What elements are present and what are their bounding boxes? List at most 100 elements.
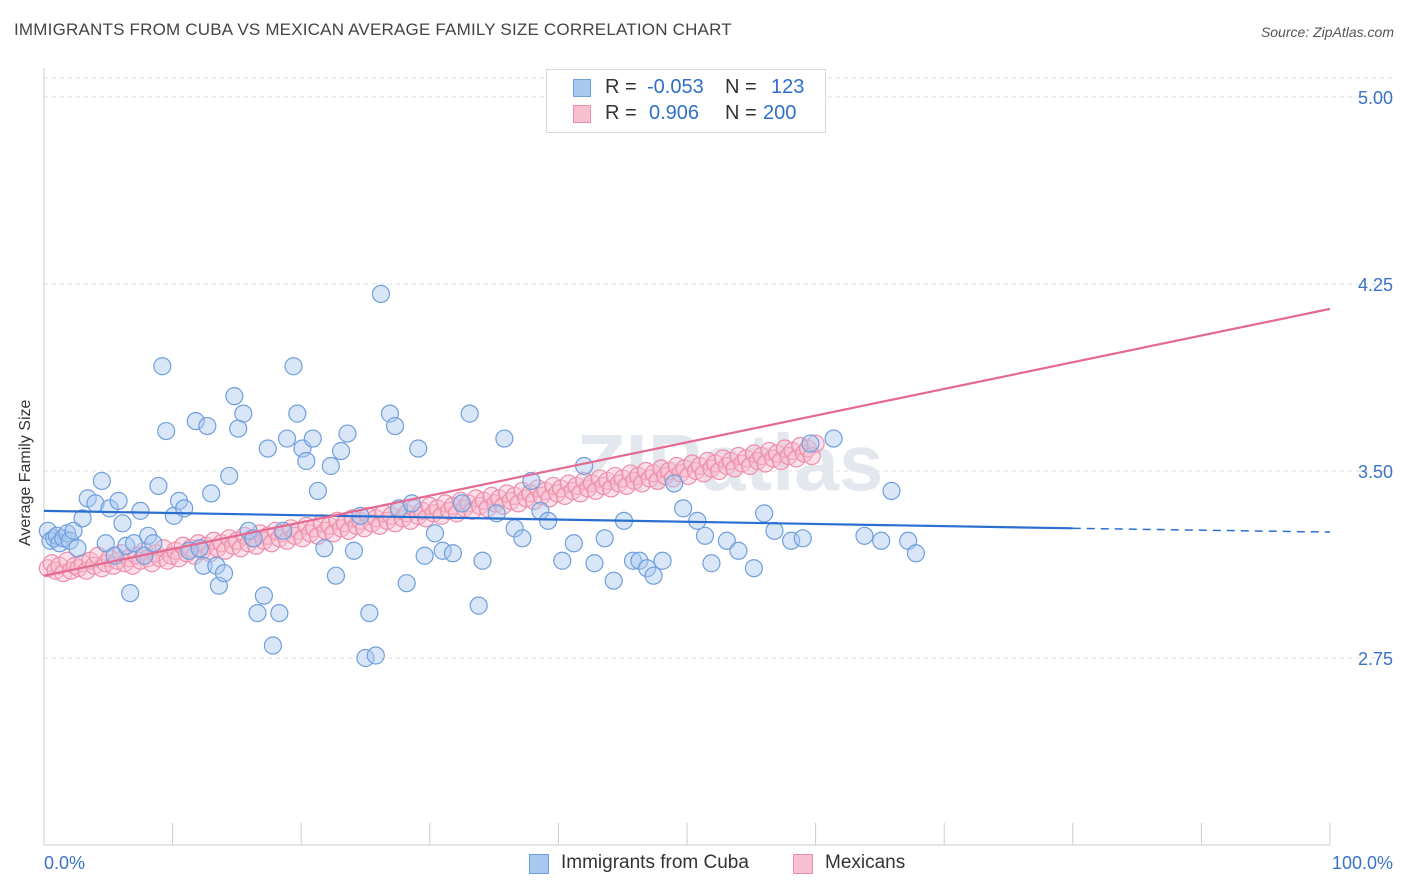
cuba-point [371,284,391,304]
mexicans-point [806,434,825,453]
cuba-point [425,524,445,543]
cuba-point [452,494,472,513]
r-value: 0.906 [649,102,700,124]
cuba-point [460,404,479,423]
cuba-point [539,511,558,530]
cuba-point [270,603,289,623]
cuba-point [729,541,748,560]
cuba-point [513,529,532,548]
r-value: -0.053 [647,76,704,98]
cuba-point [96,534,115,553]
cuba-point [782,531,801,550]
cuba-point [284,357,303,376]
cuba-point [194,556,213,575]
cuba-point [385,416,405,436]
cuba-point [469,596,488,615]
y-tick-label: 2.75 [1358,649,1393,669]
cuba-point [801,434,820,453]
cuba-point [60,531,79,550]
cuba-point [234,404,253,423]
cuba-point [644,566,663,585]
legend-row-cuba: R = -0.053 N = 123 [547,75,825,101]
cuba-point [254,586,274,605]
cuba-point [297,451,316,471]
cuba-point [248,603,267,623]
cuba-point [765,521,784,540]
cuba-point [308,481,328,501]
cuba-point [344,541,364,560]
n-label: N = [725,76,757,98]
cuba-point [214,564,234,583]
cuba-point [315,539,334,558]
cuba-point [338,424,357,443]
mexicans-swatch [573,105,591,123]
cuba-point [473,551,492,570]
cuba-point [303,429,322,448]
cuba-point [258,439,277,458]
n-value: 200 [763,102,797,124]
cuba-point [225,387,244,406]
source-label: Source: ZipAtlas.com [1260,24,1394,40]
cuba-point [882,481,901,501]
cuba-point [360,603,379,623]
cuba-trend-line [43,509,1073,530]
cuba-point [415,546,434,565]
cuba-point [623,551,643,570]
cuba-point [149,476,168,496]
mexicans-legend-label: Mexicans [825,852,906,873]
cuba-point [124,534,144,553]
cuba-point [409,439,428,458]
cuba-point [153,357,172,376]
cuba-point [744,559,763,578]
legend-row-mexicans: R = 0.906 N = 200 [547,101,825,127]
r-label: R = [605,76,637,98]
cuba-point [630,551,649,570]
cuba-point [522,471,541,491]
r-label: R = [605,102,637,124]
cuba-point [202,484,221,503]
cuba-point [665,474,684,493]
cuba-trend-extension [1072,527,1331,533]
cuba-point [277,429,297,448]
cuba-point [755,504,774,523]
cuba-point [585,554,604,573]
cuba-point [855,526,874,545]
cuba-point [595,529,614,548]
cuba-point [824,429,843,448]
cuba-point [397,574,416,593]
cuba-point [144,534,163,553]
cuba-point [326,566,346,585]
cuba-point [109,491,128,510]
n-label: N = [725,102,757,124]
cuba-point [263,636,283,655]
chart-title: IMMIGRANTS FROM CUBA VS MEXICAN AVERAGE … [14,20,732,39]
cuba-point [131,501,150,520]
y-tick-label: 3.50 [1358,462,1393,482]
cuba-point [113,514,132,533]
cuba-point [653,551,672,570]
stats-legend: R = -0.053 N = 123 R = 0.906 N = 200 [546,69,826,133]
cuba-point [198,416,217,436]
x-tick-label-max: 100.0% [1332,853,1393,873]
cuba-point [331,441,351,461]
cuba-point [121,584,140,603]
cuba-point [674,499,693,518]
cuba-point [695,526,715,545]
cuba-point [321,456,340,476]
mexicans-legend-swatch [793,854,813,874]
cuba-point [443,544,463,563]
cuba-point [288,404,307,423]
cuba-point [553,551,572,570]
cuba-point [366,646,385,665]
cuba-point [92,471,111,491]
cuba-point [702,554,721,573]
cuba-legend-swatch [529,854,549,874]
cuba-point [495,429,514,448]
cuba-point [717,531,736,550]
cuba-point [906,544,926,563]
y-tick-label: 4.25 [1358,275,1393,295]
x-tick-label-min: 0.0% [44,853,85,873]
cuba-legend-label: Immigrants from Cuba [561,852,749,873]
cuba-point [872,531,891,550]
